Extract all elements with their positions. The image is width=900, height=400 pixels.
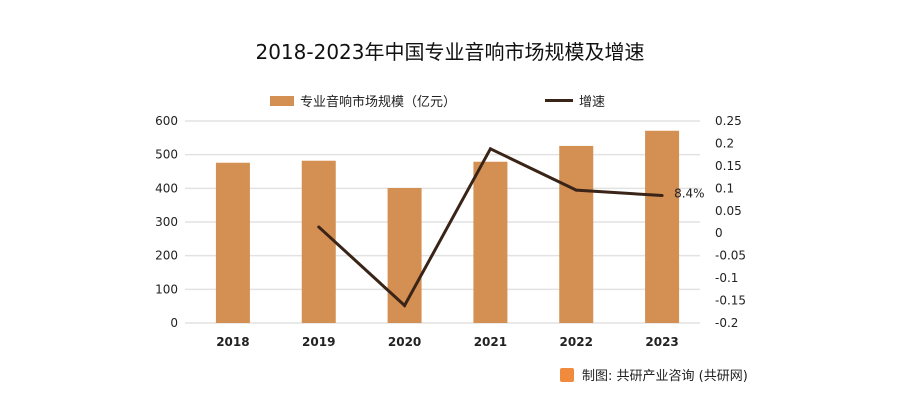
right-tick-label: 0.2 — [715, 136, 734, 150]
x-tick-label: 2021 — [474, 335, 507, 349]
source-note: 制图: 共研产业咨询 (共研网) — [560, 365, 748, 384]
source-text: 制图: 共研产业咨询 (共研网) — [582, 369, 748, 384]
chart-title: 2018-2023年中国专业音响市场规模及增速 — [255, 40, 645, 64]
right-tick-label: -0.05 — [715, 249, 746, 263]
data-label: 8.4% — [674, 187, 705, 201]
right-tick-label: -0.2 — [715, 316, 738, 330]
growth-point — [488, 147, 492, 151]
legend-line: 增速 — [545, 91, 605, 110]
x-tick-label: 2023 — [645, 335, 678, 349]
left-tick-label: 200 — [155, 249, 178, 263]
legend-bar-label: 专业音响市场规模（亿元） — [300, 95, 457, 110]
left-tick-label: 300 — [155, 215, 178, 229]
bar — [387, 187, 422, 323]
right-tick-label: 0.05 — [715, 204, 742, 218]
bar — [473, 161, 508, 323]
bar — [301, 160, 336, 323]
legend-bar-swatch — [270, 95, 294, 106]
bar — [559, 145, 594, 323]
growth-point — [574, 188, 578, 192]
legend-line-swatch — [545, 99, 573, 102]
logo-icon — [560, 367, 574, 382]
right-tick-label: -0.15 — [715, 294, 746, 308]
x-tick-label: 2022 — [560, 335, 593, 349]
left-tick-label: 100 — [155, 282, 178, 296]
left-tick-label: 500 — [155, 148, 178, 162]
x-tick-label: 2018 — [216, 335, 249, 349]
growth-point — [660, 194, 664, 198]
right-tick-label: -0.1 — [715, 271, 738, 285]
x-tick-label: 2020 — [388, 335, 421, 349]
left-tick-label: 600 — [155, 114, 178, 128]
right-tick-label: 0.25 — [715, 114, 742, 128]
legend-line-label: 增速 — [579, 95, 606, 110]
legend-bar: 专业音响市场规模（亿元） — [270, 91, 456, 110]
left-tick-label: 0 — [170, 316, 178, 330]
right-tick-label: 0 — [715, 226, 723, 240]
right-tick-label: 0.15 — [715, 159, 742, 173]
growth-point — [317, 225, 321, 229]
left-tick-label: 400 — [155, 181, 178, 195]
right-tick-label: 0.1 — [715, 181, 734, 195]
growth-point — [403, 303, 407, 307]
bar — [645, 130, 680, 323]
x-tick-label: 2019 — [302, 335, 335, 349]
bar — [215, 162, 250, 323]
